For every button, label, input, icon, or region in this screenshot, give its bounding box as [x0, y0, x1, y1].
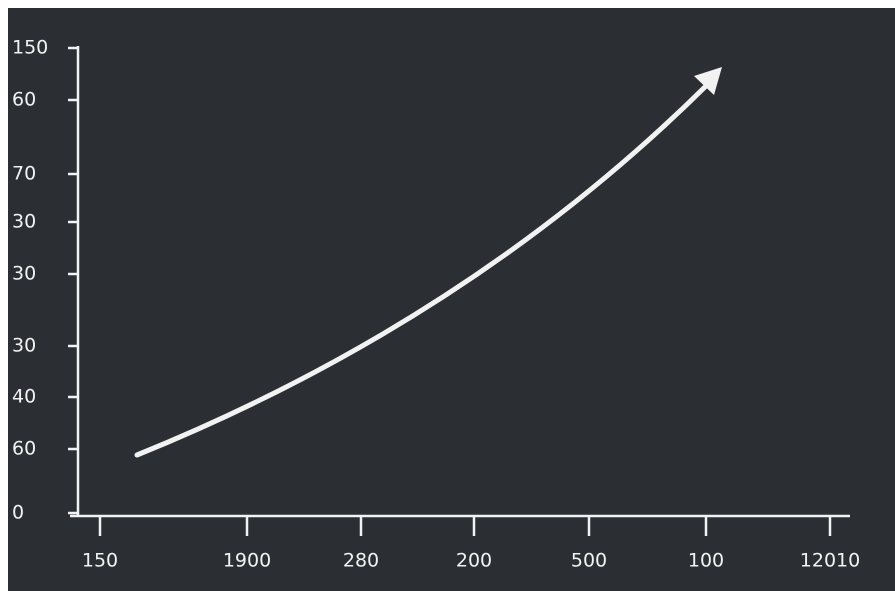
- chart-background: [8, 8, 895, 591]
- y-tick-label: 30: [12, 211, 36, 233]
- trend-curve: [134, 81, 711, 458]
- x-tick-label: 200: [456, 550, 492, 572]
- x-tick-label: 12010: [800, 550, 860, 572]
- y-tick-label: 30: [12, 335, 36, 357]
- x-tick-label: 500: [571, 550, 607, 572]
- y-tick-label: 60: [12, 89, 36, 111]
- y-tick-label: 70: [12, 163, 36, 185]
- x-tick-label: 1900: [223, 550, 271, 572]
- y-tick-label: 40: [12, 386, 36, 408]
- y-tick-label: 60: [12, 438, 36, 460]
- x-tick-label: 100: [688, 550, 724, 572]
- y-tick-label: 150: [12, 37, 48, 59]
- y-tick-label: 0: [12, 502, 24, 524]
- y-tick-label: 30: [12, 263, 36, 285]
- ticks: 150 60 70 30 30 30 40 60 0 150 1900 280 200 500 100 120…: [12, 37, 860, 572]
- arrow-head: [694, 67, 722, 95]
- x-tick-label: 150: [82, 550, 118, 572]
- x-tick-label: 280: [343, 550, 379, 572]
